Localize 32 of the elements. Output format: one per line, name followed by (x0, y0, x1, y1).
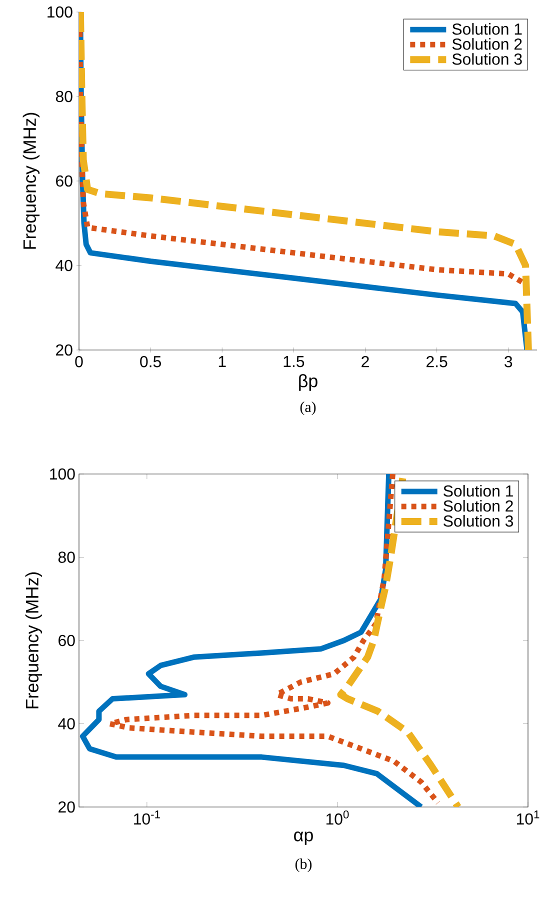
x-tick-label: 1 (218, 356, 226, 367)
y-tick-label: 60 (58, 634, 75, 646)
x-tick-label: 0.5 (140, 356, 161, 368)
x-tick-label: 10$^{-1}$ (134, 810, 160, 825)
y-axis-title: Frequency (MHz) (25, 572, 42, 708)
x-tick-label: 10$^{1}$ (517, 810, 540, 825)
legend-label: Solution 1 (452, 23, 522, 35)
legend-label: Solution 2 (444, 500, 513, 512)
y-tick-label: 60 (56, 175, 72, 187)
y-tick-label: 40 (58, 718, 75, 730)
x-tick-label: 2.5 (426, 356, 448, 368)
x-axis-title: αp (294, 832, 313, 845)
x-tick-label: 2 (362, 356, 369, 368)
legend-label: Solution 2 (452, 38, 522, 50)
legend-label: Solution 3 (444, 515, 514, 527)
x-tick-label: 0 (75, 356, 83, 368)
y-tick-label: 100 (48, 6, 72, 18)
legend-label: Solution 3 (452, 53, 522, 65)
y-tick-label: 80 (58, 552, 75, 563)
y-tick-label: 40 (56, 260, 72, 272)
text: (a) (300, 402, 316, 416)
y-tick-label: 100 (50, 468, 75, 480)
legend-label: Solution 1 (444, 484, 513, 497)
y-tick-label: 20 (58, 801, 75, 813)
text: (b) (295, 858, 312, 872)
y-tick-label: 20 (56, 344, 72, 356)
x-axis-title: βp (299, 374, 318, 391)
y-axis-title: Frequency (MHz) (22, 112, 40, 249)
x-tick-label: 1.5 (284, 356, 304, 368)
x-tick-label: 3 (504, 356, 512, 368)
x-tick-label: 10$^{0}$ (326, 810, 349, 825)
y-tick-label: 80 (56, 90, 72, 102)
